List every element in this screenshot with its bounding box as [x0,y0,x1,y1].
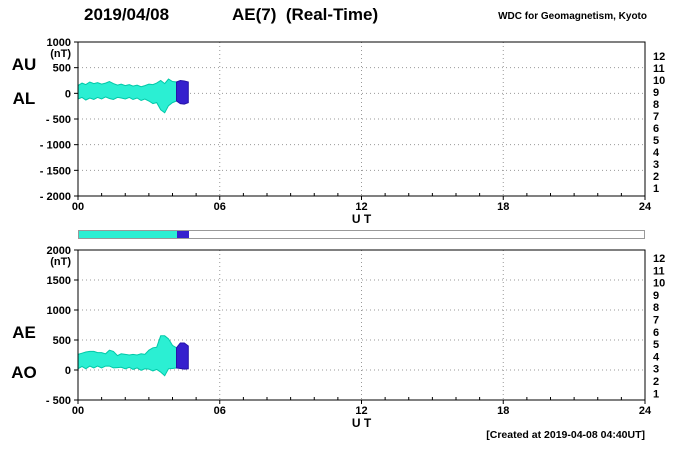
station-count-label: 3 [653,159,659,171]
axis-unit-label: (nT) [50,256,71,268]
station-count-label: 8 [653,99,659,111]
station-count-label: 4 [653,147,660,159]
panel-index-label: AL [13,89,36,108]
x-tick-label: 12 [355,405,367,417]
station-count-label: 1 [653,183,659,195]
y-tick-label: - 1000 [40,140,71,152]
y-tick-label: 0 [65,88,71,100]
index-band-recent [176,79,189,105]
plot-border [77,249,646,401]
station-count-label: 11 [653,265,665,277]
station-count-label: 12 [653,51,665,63]
availability-filled-segment [79,231,178,238]
station-count-label: 8 [653,302,659,314]
y-tick-label: - 1500 [40,165,71,177]
station-count-label: 1 [653,388,659,400]
plot-title: AE(7) (Real-Time) [232,5,379,24]
index-band-recent [176,342,189,370]
data-availability-bar [78,230,645,239]
station-count-label: 10 [653,278,665,290]
station-count-label: 5 [653,135,659,147]
x-tick-label: 24 [639,201,652,213]
x-tick-label: 06 [214,201,226,213]
index-band [77,335,177,377]
station-count-label: 5 [653,339,659,351]
x-tick-label: 18 [497,405,509,417]
y-tick-label: 0 [65,365,71,377]
station-count-label: 11 [653,63,665,75]
au-al-panel: 1000 500 0 - 500 - 1000 - 1500 - 2000 (nT) 00 06 1… [12,37,666,226]
y-tick-label: 1000 [47,305,71,317]
x-tick-label: 00 [72,405,84,417]
station-count-label: 7 [653,315,659,327]
station-count-label: 7 [653,111,659,123]
y-tick-label: - 2000 [40,191,71,203]
x-axis-title: U T [352,416,372,430]
x-tick-label: 00 [72,201,84,213]
axis-unit-label: (nT) [50,48,71,60]
y-tick-label: - 500 [46,114,71,126]
station-count-label: 10 [653,75,665,87]
panel-index-label: AE [12,323,36,342]
y-tick-label: 1000 [47,37,71,49]
station-count-label: 2 [653,376,659,388]
y-tick-label: - 500 [46,395,71,407]
x-axis-title: U T [352,212,372,226]
station-count-label: 3 [653,364,659,376]
y-tick-label: 500 [53,63,71,75]
y-tick-label: 500 [53,335,71,347]
station-count-label: 9 [653,290,659,302]
y-tick-label: 1500 [47,275,71,287]
x-tick-label: 06 [214,405,226,417]
created-timestamp: [Created at 2019-04-08 04:40UT] [486,429,645,441]
x-tick-label: 12 [355,201,367,213]
station-count-label: 4 [653,351,660,363]
source-label: WDC for Geomagnetism, Kyoto [498,11,647,22]
y-tick-label: 2000 [47,245,71,257]
index-band [77,78,177,114]
station-count-label: 2 [653,171,659,183]
x-tick-label: 18 [497,201,509,213]
station-count-label: 6 [653,327,659,339]
station-count-label: 6 [653,123,659,135]
x-tick-label: 24 [639,405,652,417]
plot-date: 2019/04/08 [84,5,170,24]
station-count-label: 12 [653,253,665,265]
panel-index-label: AU [12,55,37,74]
station-count-label: 9 [653,87,659,99]
availability-recent-segment [177,231,189,238]
panel-index-label: AO [11,363,37,382]
